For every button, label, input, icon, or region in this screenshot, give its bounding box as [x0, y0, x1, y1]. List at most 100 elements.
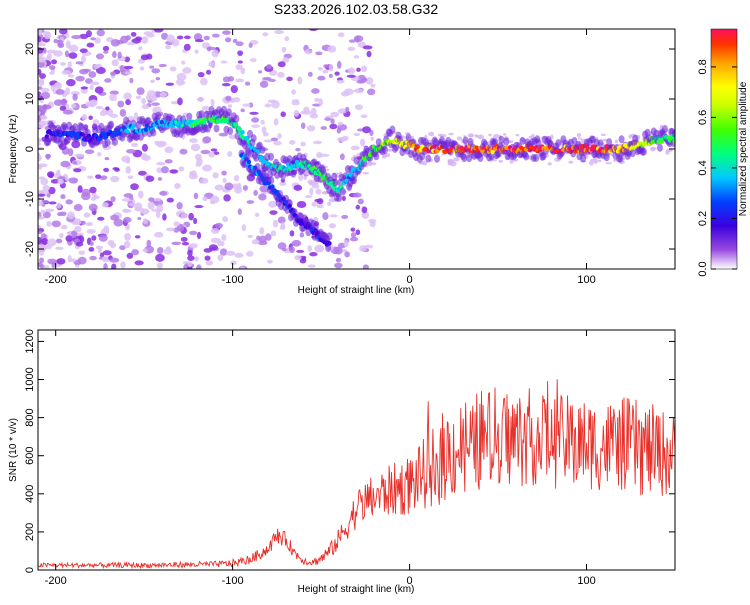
noise-blob: [232, 97, 241, 103]
noise-blob: [70, 91, 80, 96]
noise-blob: [39, 189, 50, 195]
spectral-blob: [326, 232, 333, 241]
noise-blob: [100, 175, 108, 180]
noise-blob: [142, 248, 148, 253]
noise-blob: [84, 149, 95, 155]
noise-blob: [148, 197, 155, 202]
noise-blob: [151, 68, 161, 74]
noise-blob: [48, 65, 56, 70]
noise-blob: [437, 133, 443, 137]
noise-blob: [72, 161, 78, 165]
spectrogram-y-tick-label: -10: [24, 191, 36, 207]
noise-blob: [298, 173, 304, 182]
noise-blob: [202, 196, 208, 202]
spectral-blob: [253, 153, 260, 162]
noise-blob: [317, 66, 323, 71]
noise-blob: [205, 260, 214, 266]
noise-blob: [605, 162, 613, 165]
noise-blob: [311, 201, 318, 207]
spectral-blob: [233, 114, 240, 123]
noise-blob: [329, 214, 338, 218]
noise-blob: [323, 64, 329, 68]
noise-blob: [109, 257, 120, 263]
noise-blob: [296, 200, 307, 209]
noise-blob: [197, 71, 205, 78]
spectral-blob: [268, 152, 275, 161]
noise-blob: [211, 49, 219, 58]
spectral-blob: [294, 159, 300, 165]
noise-blob: [328, 73, 333, 79]
noise-blob: [68, 177, 79, 184]
noise-blob: [83, 212, 91, 218]
noise-blob: [136, 87, 145, 95]
noise-blob: [65, 40, 71, 49]
noise-blob: [488, 133, 492, 137]
spectral-blob: [490, 149, 495, 155]
noise-blob: [154, 231, 164, 238]
noise-blob: [53, 99, 64, 107]
noise-blob: [221, 170, 227, 176]
noise-blob: [38, 107, 47, 114]
noise-blob: [38, 36, 42, 43]
noise-blob: [307, 179, 314, 184]
noise-blob: [45, 208, 55, 213]
noise-blob: [343, 239, 349, 247]
noise-blob: [361, 206, 368, 214]
spectral-blob: [78, 122, 85, 131]
spectral-blob: [186, 112, 193, 121]
noise-blob: [171, 241, 182, 246]
noise-blob: [280, 111, 286, 118]
noise-blob: [210, 237, 221, 243]
noise-blob: [588, 160, 594, 166]
noise-blob: [289, 230, 295, 237]
noise-blob: [210, 98, 215, 107]
noise-blob: [240, 67, 246, 75]
noise-blob: [38, 86, 43, 90]
noise-blob: [344, 251, 350, 258]
noise-blob: [291, 89, 296, 95]
snr-y-tick-label: 200: [24, 523, 36, 541]
noise-blob: [354, 104, 363, 110]
noise-blob: [189, 243, 198, 249]
noise-blob: [226, 250, 236, 256]
noise-blob: [74, 153, 85, 158]
noise-blob: [365, 77, 374, 85]
noise-blob: [230, 260, 237, 265]
noise-blob: [55, 238, 63, 244]
noise-blob: [357, 198, 364, 205]
noise-blob: [300, 122, 306, 130]
noise-blob: [194, 49, 199, 54]
spectral-blob: [503, 137, 510, 146]
noise-blob: [39, 257, 45, 264]
spectral-blob: [111, 137, 118, 146]
noise-blob: [90, 37, 96, 41]
noise-blob: [140, 54, 149, 61]
snr-y-tick-label: 800: [24, 408, 36, 426]
noise-blob: [39, 73, 46, 79]
noise-blob: [91, 235, 97, 241]
noise-blob: [73, 203, 83, 212]
noise-blob: [176, 72, 187, 81]
noise-blob: [299, 232, 305, 238]
noise-blob: [353, 88, 364, 94]
noise-blob: [103, 263, 108, 269]
noise-blob: [38, 216, 45, 220]
noise-blob: [370, 136, 374, 141]
noise-blob: [201, 105, 211, 111]
noise-blob: [57, 178, 65, 185]
noise-blob: [577, 137, 582, 140]
noise-blob: [304, 194, 313, 199]
noise-blob: [89, 81, 100, 86]
noise-blob: [133, 112, 139, 120]
noise-blob: [89, 255, 97, 261]
noise-blob: [86, 229, 97, 234]
noise-blob: [150, 79, 156, 84]
noise-blob: [123, 216, 132, 223]
snr-frame: [37, 329, 676, 571]
noise-blob: [156, 262, 163, 269]
noise-blob: [153, 29, 164, 33]
noise-blob: [109, 93, 117, 102]
noise-blob: [38, 91, 42, 96]
noise-blob: [341, 214, 349, 219]
